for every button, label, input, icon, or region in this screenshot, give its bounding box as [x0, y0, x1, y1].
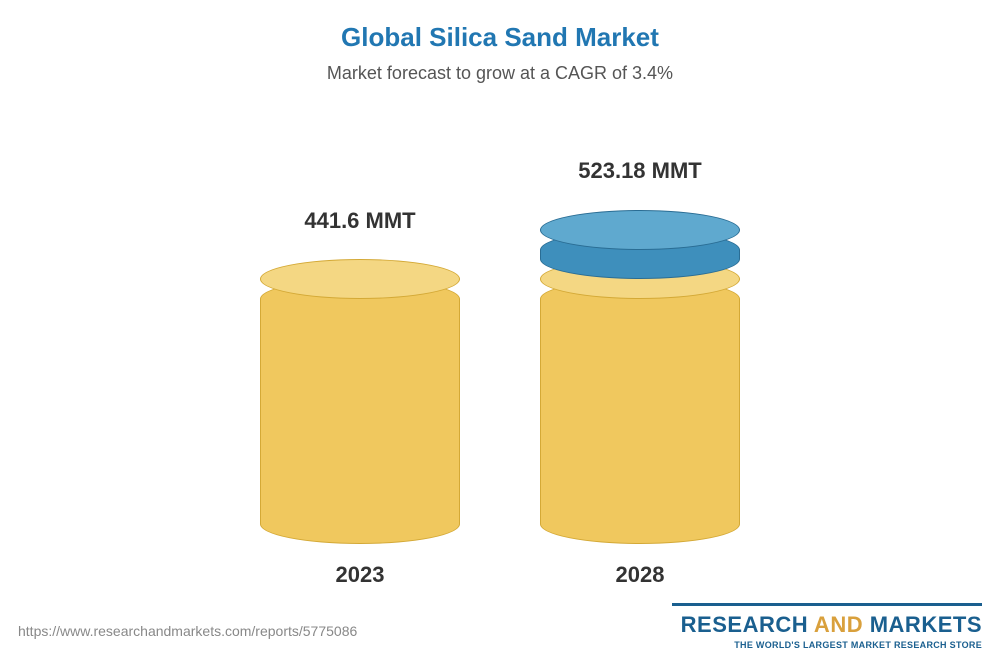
year-label-2023: 2023	[260, 562, 460, 588]
brand-and: AND	[808, 612, 870, 637]
cylinder-2028: 523.18 MMT 2028	[540, 164, 740, 544]
brand-name: RESEARCH AND MARKETS	[681, 612, 982, 638]
footer-brand: RESEARCH AND MARKETS THE WORLD'S LARGEST…	[681, 612, 982, 650]
footer: https://www.researchandmarkets.com/repor…	[0, 603, 1000, 667]
value-label-2028: 523.18 MMT	[540, 158, 740, 184]
cyl-top-ellipse	[260, 259, 460, 299]
chart-subtitle: Market forecast to grow at a CAGR of 3.4…	[0, 63, 1000, 84]
cylinder-2023: 441.6 MMT 2023	[260, 214, 460, 544]
year-label-2028: 2028	[540, 562, 740, 588]
brand-part2: MARKETS	[870, 612, 982, 637]
footer-url: https://www.researchandmarkets.com/repor…	[18, 623, 357, 639]
cylinder-body-2023	[260, 259, 460, 544]
cylinder-body-2028	[540, 210, 740, 544]
cyl-segment-bottom	[540, 279, 740, 544]
brand-part1: RESEARCH	[681, 612, 808, 637]
value-label-2023: 441.6 MMT	[260, 208, 460, 234]
cyl-top-ellipse	[540, 210, 740, 250]
cyl-segment	[260, 279, 460, 544]
footer-border	[672, 603, 982, 606]
chart-title: Global Silica Sand Market	[0, 0, 1000, 53]
brand-tagline: THE WORLD'S LARGEST MARKET RESEARCH STOR…	[681, 640, 982, 650]
chart-area: 441.6 MMT 2023 523.18 MMT 2028	[0, 104, 1000, 544]
